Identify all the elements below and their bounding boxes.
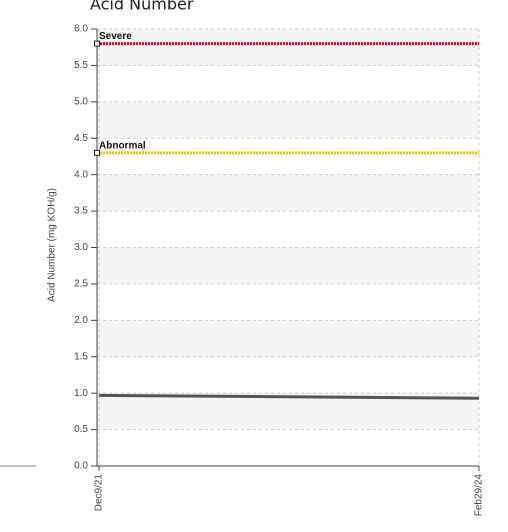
background-band [97, 174, 479, 212]
series-line [98, 393, 480, 400]
background-band [97, 247, 479, 284]
y-tick-label: 2.0 [74, 315, 88, 326]
threshold-marker [94, 40, 100, 47]
x-tick-label: Feb29/24 [474, 474, 485, 517]
y-tick-label: 0.0 [74, 461, 88, 472]
background-band [97, 320, 479, 357]
y-tick-label: 1.0 [74, 388, 88, 399]
y-axis-label: Acid Number (mg KOH/g) [47, 188, 58, 302]
y-tick-label: 5.0 [74, 96, 88, 107]
background-band [97, 29, 479, 66]
y-tick-label: 2.5 [74, 279, 88, 290]
y-tick-label: 0.5 [74, 424, 88, 435]
x-tick-label: Dec9/21 [94, 474, 105, 512]
threshold-marker [94, 149, 100, 156]
background-band [97, 101, 479, 139]
threshold-label: Severe [99, 31, 132, 42]
y-tick-label: 4.0 [74, 169, 88, 180]
y-tick-label: 3.0 [74, 242, 88, 253]
y-tick-label: 6.0 [74, 24, 88, 35]
y-tick-label: 5.5 [74, 60, 88, 71]
chart-title: Acid Number [90, 0, 194, 14]
y-tick-label: 3.5 [74, 206, 88, 217]
y-tick-label: 1.5 [74, 351, 88, 362]
y-tick-label: 4.5 [74, 133, 88, 144]
threshold-label: Abnormal [99, 140, 146, 151]
